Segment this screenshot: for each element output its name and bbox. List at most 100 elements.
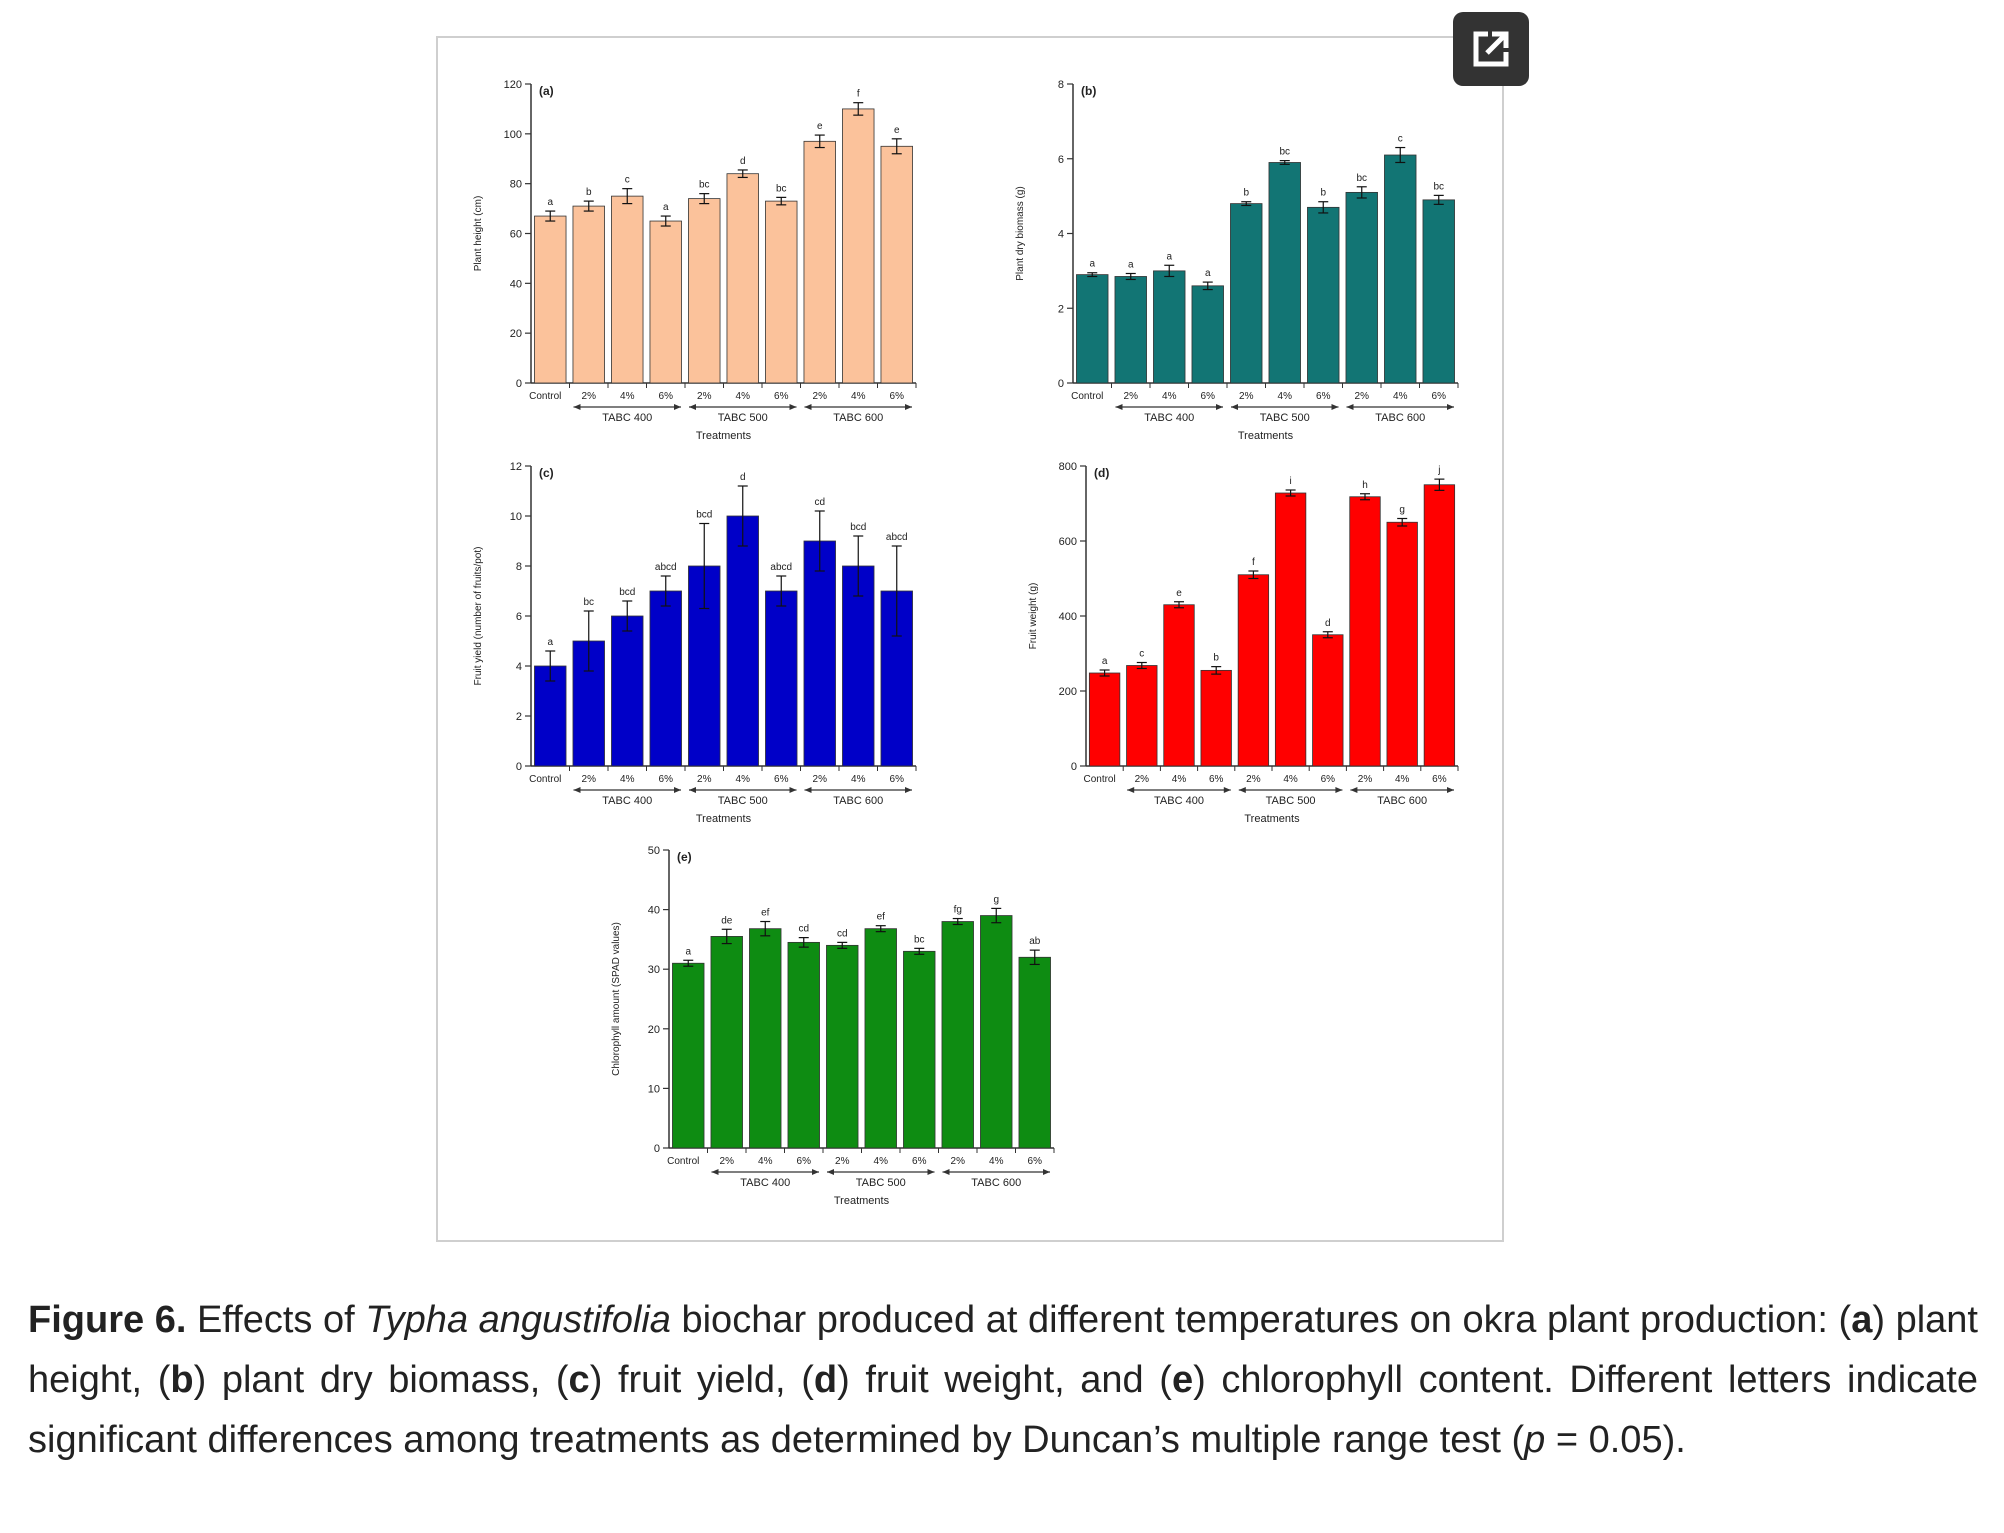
x-tick-label: 4% [736,774,751,785]
arrow-head [1346,404,1354,410]
group-label: TABC 400 [602,795,652,807]
bar [765,200,798,384]
x-tick-label: 4% [1395,774,1410,785]
y-tick-label: 8 [1058,79,1064,91]
x-tick-label: 4% [874,1156,889,1167]
significance-letter: f [857,89,860,100]
arrow-head [1216,404,1223,410]
arrow-head [711,1169,719,1175]
bar [726,173,759,384]
y-tick-label: 50 [648,845,660,857]
significance-letter: cd [798,924,809,935]
chart-panel-c: 0 2 4 6 8 10 12 (c) Fruit yield (number of fruit… [473,461,917,825]
arrow-head [573,787,581,793]
group-label: TABC 500 [718,795,768,807]
bar [1349,496,1381,767]
group-label: TABC 500 [1260,412,1310,424]
chart-panel-b: 0 2 4 6 8 (b) Plant dry biomass (g) a Control a 2%… [1015,79,1459,442]
bar [1191,285,1224,384]
significance-letter: h [1362,480,1368,491]
arrow-head [674,404,681,410]
y-tick-label: 0 [654,1143,660,1155]
y-tick-label: 12 [510,461,522,473]
significance-letter: ef [761,908,770,919]
figure-caption: Figure 6. Effects of Typha angustifolia … [28,1290,1978,1470]
significance-letter: bcd [696,510,712,521]
bar [842,108,875,384]
y-tick-label: 0 [516,761,522,773]
y-axis-label: Plant dry biomass (g) [1015,186,1026,280]
group-label: TABC 600 [833,412,883,424]
x-axis-label: Treatments [1238,430,1294,442]
x-tick-label: Control [1071,391,1103,402]
x-tick-label: 2% [1358,774,1373,785]
x-tick-label: 2% [697,774,712,785]
significance-letter: a [1166,251,1172,262]
significance-letter: c [625,175,630,186]
significance-letter: d [740,472,746,483]
arrow-head [689,404,696,410]
significance-letter: ab [1029,936,1041,947]
arrow-head [1331,404,1339,410]
caption-text: Effects of [186,1299,366,1341]
significance-letter: a [547,637,553,648]
arrow-head [1043,1169,1050,1175]
x-tick-label: 6% [1316,391,1331,402]
x-tick-label: 4% [620,774,635,785]
bar [826,944,859,1149]
significance-letter: a [685,946,691,957]
x-tick-label: 6% [912,1156,927,1167]
arrow-head [1350,787,1358,793]
significance-letter: a [663,202,669,213]
group-label: TABC 600 [1375,412,1425,424]
bar [1153,270,1186,384]
external-link-icon [1473,31,1509,67]
bar [1126,665,1158,767]
significance-letter: a [1128,259,1134,270]
caption-ref-a: a [1851,1299,1873,1341]
x-tick-label: Control [667,1156,699,1167]
y-tick-label: 4 [1058,229,1064,241]
group-label: TABC 500 [856,1177,906,1189]
significance-letter: j [1437,465,1440,476]
x-tick-label: 4% [851,774,866,785]
bar [1114,276,1147,384]
arrow-head [689,787,696,793]
y-tick-label: 80 [510,179,522,191]
caption-text: ) fruit weight, and ( [837,1359,1172,1401]
bar [1237,574,1270,767]
significance-letter: cd [837,928,848,939]
caption-label: Figure 6. [28,1299,187,1341]
arrow-head [789,787,797,793]
significance-letter: b [1320,188,1326,199]
bar [611,195,644,384]
bar [1088,672,1121,767]
bar [864,928,897,1149]
bar [710,936,743,1149]
caption-ref-e: e [1171,1359,1194,1401]
bar [1384,154,1417,384]
x-tick-label: 2% [582,774,597,785]
x-tick-label: 6% [1201,391,1216,402]
arrow-head [1238,787,1246,793]
bar [649,590,682,767]
group-label: TABC 500 [1266,795,1316,807]
x-axis-label: Treatments [696,430,752,442]
x-tick-label: 2% [1239,391,1254,402]
significance-letter: a [547,197,553,208]
x-tick-label: 6% [890,774,905,785]
group-label: TABC 400 [602,412,652,424]
arrow-head [812,1169,819,1175]
x-tick-label: Control [1083,774,1115,785]
expand-figure-button[interactable] [1453,12,1529,86]
y-tick-label: 400 [1059,611,1077,623]
arrow-head [1127,787,1135,793]
group-label: TABC 600 [833,795,883,807]
significance-letter: abcd [655,562,677,573]
bar [1423,484,1456,767]
significance-letter: fg [954,905,962,916]
y-tick-label: 40 [510,278,522,290]
significance-letter: e [817,121,823,132]
arrow-head [573,404,581,410]
